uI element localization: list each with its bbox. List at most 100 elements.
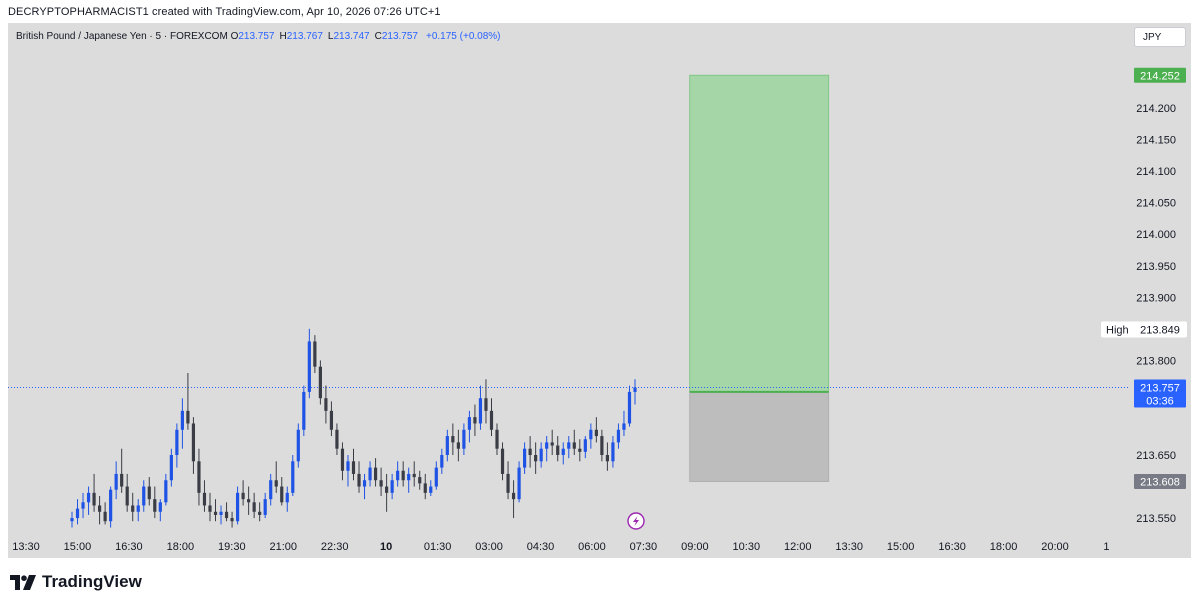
candle — [462, 423, 466, 455]
high-value: 213.767 — [286, 31, 323, 42]
tradingview-brand[interactable]: TradingView — [10, 572, 142, 592]
candle-body — [241, 492, 245, 500]
take-profit-price-label: 214.252 — [1134, 67, 1186, 83]
time-tick-label: 13:30 — [835, 541, 863, 553]
candle-body — [70, 518, 74, 522]
candle — [528, 436, 532, 468]
candle-body — [269, 480, 273, 500]
candle-body — [213, 511, 218, 515]
time-tick-label: 1 — [1103, 541, 1109, 553]
candle — [307, 328, 311, 399]
candle-body — [550, 442, 554, 446]
long-position-profit-zone[interactable] — [689, 74, 830, 393]
candle-body — [627, 391, 632, 424]
candle-body — [329, 410, 334, 430]
candle-body — [346, 461, 350, 471]
candle — [109, 486, 113, 528]
candle — [120, 448, 124, 493]
price-axis[interactable]: 214.200 214.150 214.100 214.050 214.000 213.9… — [1136, 103, 1176, 525]
time-tick-label: 18:00 — [167, 541, 195, 553]
time-tick-label: 04:30 — [527, 541, 555, 553]
long-position-loss-zone[interactable] — [689, 391, 830, 482]
candle-body — [611, 442, 615, 462]
open-value: 213.757 — [238, 31, 275, 42]
brand-name: TradingView — [42, 572, 142, 591]
candle-body — [556, 445, 560, 455]
candle-body — [219, 511, 223, 515]
symbol-name[interactable]: British Pound / Japanese Yen · 5 · FOREX… — [16, 31, 228, 42]
candle-body — [478, 398, 483, 424]
candle-body — [340, 448, 345, 471]
candle — [147, 477, 151, 506]
candle — [473, 404, 477, 437]
candle-body — [136, 505, 140, 512]
candle-body — [511, 492, 516, 500]
candle — [269, 473, 273, 506]
candle — [511, 480, 516, 519]
candle-body — [164, 480, 168, 503]
candle — [379, 467, 383, 496]
candle — [440, 448, 444, 474]
candle — [445, 429, 449, 462]
candle — [291, 455, 295, 496]
candle-body — [208, 505, 212, 512]
lightning-marker[interactable] — [627, 512, 645, 530]
candle — [545, 436, 549, 462]
candle — [197, 448, 201, 506]
candle-body — [523, 448, 527, 468]
candle — [423, 473, 427, 500]
candle — [142, 480, 146, 512]
last-price-value: 213.757 — [1140, 383, 1180, 395]
candle-body — [324, 398, 328, 411]
session-high-label: High 213.849 — [1101, 321, 1187, 338]
candle-body — [186, 410, 190, 424]
candle — [506, 461, 510, 500]
candle — [263, 492, 267, 519]
candle-body — [440, 455, 444, 468]
candle — [164, 473, 168, 506]
candle — [589, 423, 593, 449]
candle-body — [589, 429, 593, 440]
candle-body — [462, 429, 466, 449]
candle-body — [120, 473, 124, 487]
candle-body — [147, 486, 151, 500]
candle — [224, 502, 229, 522]
candle — [373, 458, 378, 487]
candle — [401, 461, 405, 487]
candle-body — [169, 455, 173, 481]
chart-pane[interactable] — [8, 23, 1191, 558]
candle — [313, 335, 317, 373]
candle-body — [456, 442, 460, 449]
candle — [208, 492, 212, 522]
candle-body — [153, 499, 157, 512]
candle — [219, 505, 223, 525]
candle — [600, 429, 604, 462]
candle — [561, 442, 565, 465]
candle — [136, 499, 140, 522]
candle — [329, 401, 334, 437]
candle — [153, 486, 157, 519]
candle — [357, 461, 361, 493]
price-tick-label: 213.900 — [1136, 292, 1176, 304]
time-axis[interactable]: 13:30 15:00 16:30 18:00 19:30 21:00 22:30 10 01:… — [12, 541, 1109, 553]
candle — [523, 442, 527, 474]
candle-body — [335, 429, 339, 449]
price-tick-label: 213.550 — [1136, 513, 1176, 525]
price-tick-label: 213.950 — [1136, 261, 1176, 273]
candle — [318, 360, 322, 405]
candle-body — [506, 473, 510, 493]
candle-body — [517, 467, 521, 500]
candle — [125, 473, 129, 512]
candle — [114, 461, 118, 500]
candle-body — [291, 461, 295, 493]
close-value: 213.757 — [381, 31, 418, 42]
candle — [572, 429, 576, 455]
candle-body — [351, 461, 356, 474]
candle — [235, 486, 240, 525]
candle-body — [467, 417, 472, 430]
candle-body — [280, 486, 284, 503]
price-tick-label: 213.800 — [1136, 355, 1176, 367]
currency-selector[interactable]: JPY — [1134, 27, 1186, 47]
candle — [346, 455, 350, 487]
